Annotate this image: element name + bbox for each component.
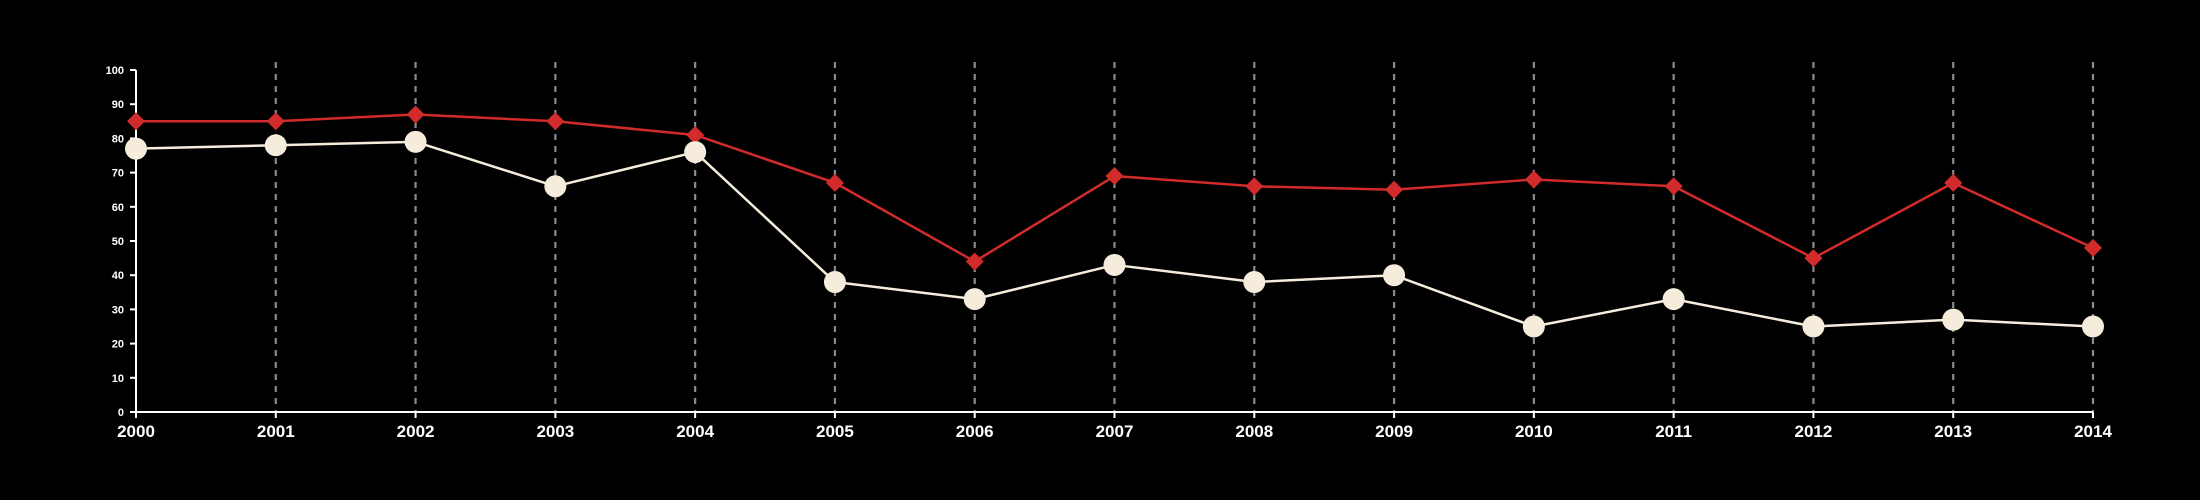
point-red-2003: [546, 112, 565, 131]
point-white-2014: [2082, 315, 2104, 338]
point-red-2006: [965, 252, 984, 271]
y-tick-label-40: 40: [112, 270, 124, 282]
point-white-2012: [1802, 315, 1825, 338]
point-red-2011: [1664, 177, 1683, 196]
point-red-2013: [1944, 173, 1963, 192]
point-red-2001: [266, 112, 285, 131]
point-red-2008: [1245, 177, 1264, 196]
y-tick-label-10: 10: [112, 373, 124, 385]
x-tick-label-2003: 2003: [536, 422, 574, 441]
y-axis-ticks: 0 10 20 30 40 50 60 70 80 90 100: [106, 65, 136, 419]
x-tick-label-2010: 2010: [1515, 422, 1553, 441]
y-tick-label-20: 20: [112, 339, 124, 351]
x-tick-label-2004: 2004: [676, 422, 714, 441]
y-tick-label-60: 60: [112, 202, 124, 214]
series-white: [125, 130, 2104, 338]
point-red-2010: [1524, 170, 1543, 189]
point-white-2007: [1103, 253, 1126, 276]
point-red-2009: [1385, 180, 1404, 199]
x-tick-label-2007: 2007: [1096, 422, 1134, 441]
point-white-2005: [823, 271, 846, 294]
point-white-2008: [1243, 271, 1266, 294]
point-red-2005: [825, 173, 844, 192]
point-red-2000: [127, 112, 145, 131]
point-red-2012: [1804, 249, 1823, 268]
point-red-2014: [2084, 238, 2102, 257]
point-white-2004: [684, 141, 707, 164]
grid-lines: [274, 62, 2095, 412]
y-tick-label-90: 90: [112, 99, 124, 111]
x-tick-label-2011: 2011: [1655, 422, 1692, 441]
x-tick-label-2012: 2012: [1795, 422, 1833, 441]
series: [125, 105, 2104, 338]
point-white-2010: [1522, 315, 1545, 338]
y-tick-label-50: 50: [112, 236, 124, 248]
x-tick-label-2001: 2001: [257, 422, 295, 441]
point-white-2006: [963, 288, 986, 311]
y-tick-label-70: 70: [112, 168, 124, 180]
x-tick-label-2009: 2009: [1375, 422, 1413, 441]
y-tick-label-0: 0: [118, 407, 124, 419]
point-white-2009: [1383, 264, 1406, 287]
x-tick-label-2000: 2000: [117, 422, 155, 441]
x-tick-label-2008: 2008: [1235, 422, 1273, 441]
x-tick-label-2014: 2014: [2074, 422, 2112, 441]
y-tick-label-100: 100: [106, 65, 124, 77]
y-tick-label-30: 30: [112, 304, 124, 316]
x-axis-ticks: 2000 2001 2002 2003 2004 2005 2006 2007 2008 2009…: [117, 412, 2112, 441]
point-red-2007: [1105, 167, 1124, 186]
x-tick-label-2002: 2002: [397, 422, 435, 441]
point-white-2011: [1662, 288, 1685, 311]
point-white-2002: [404, 130, 427, 153]
y-tick-label-80: 80: [112, 133, 124, 145]
point-white-2001: [264, 134, 287, 157]
point-white-2013: [1942, 308, 1965, 331]
point-red-2002: [406, 105, 425, 124]
point-white-2003: [544, 175, 567, 198]
x-tick-label-2006: 2006: [956, 422, 994, 441]
point-white-2000: [125, 137, 147, 160]
x-tick-label-2013: 2013: [1934, 422, 1972, 441]
series-red: [127, 105, 2102, 271]
x-tick-label-2005: 2005: [816, 422, 854, 441]
point-red-2004: [686, 125, 705, 144]
